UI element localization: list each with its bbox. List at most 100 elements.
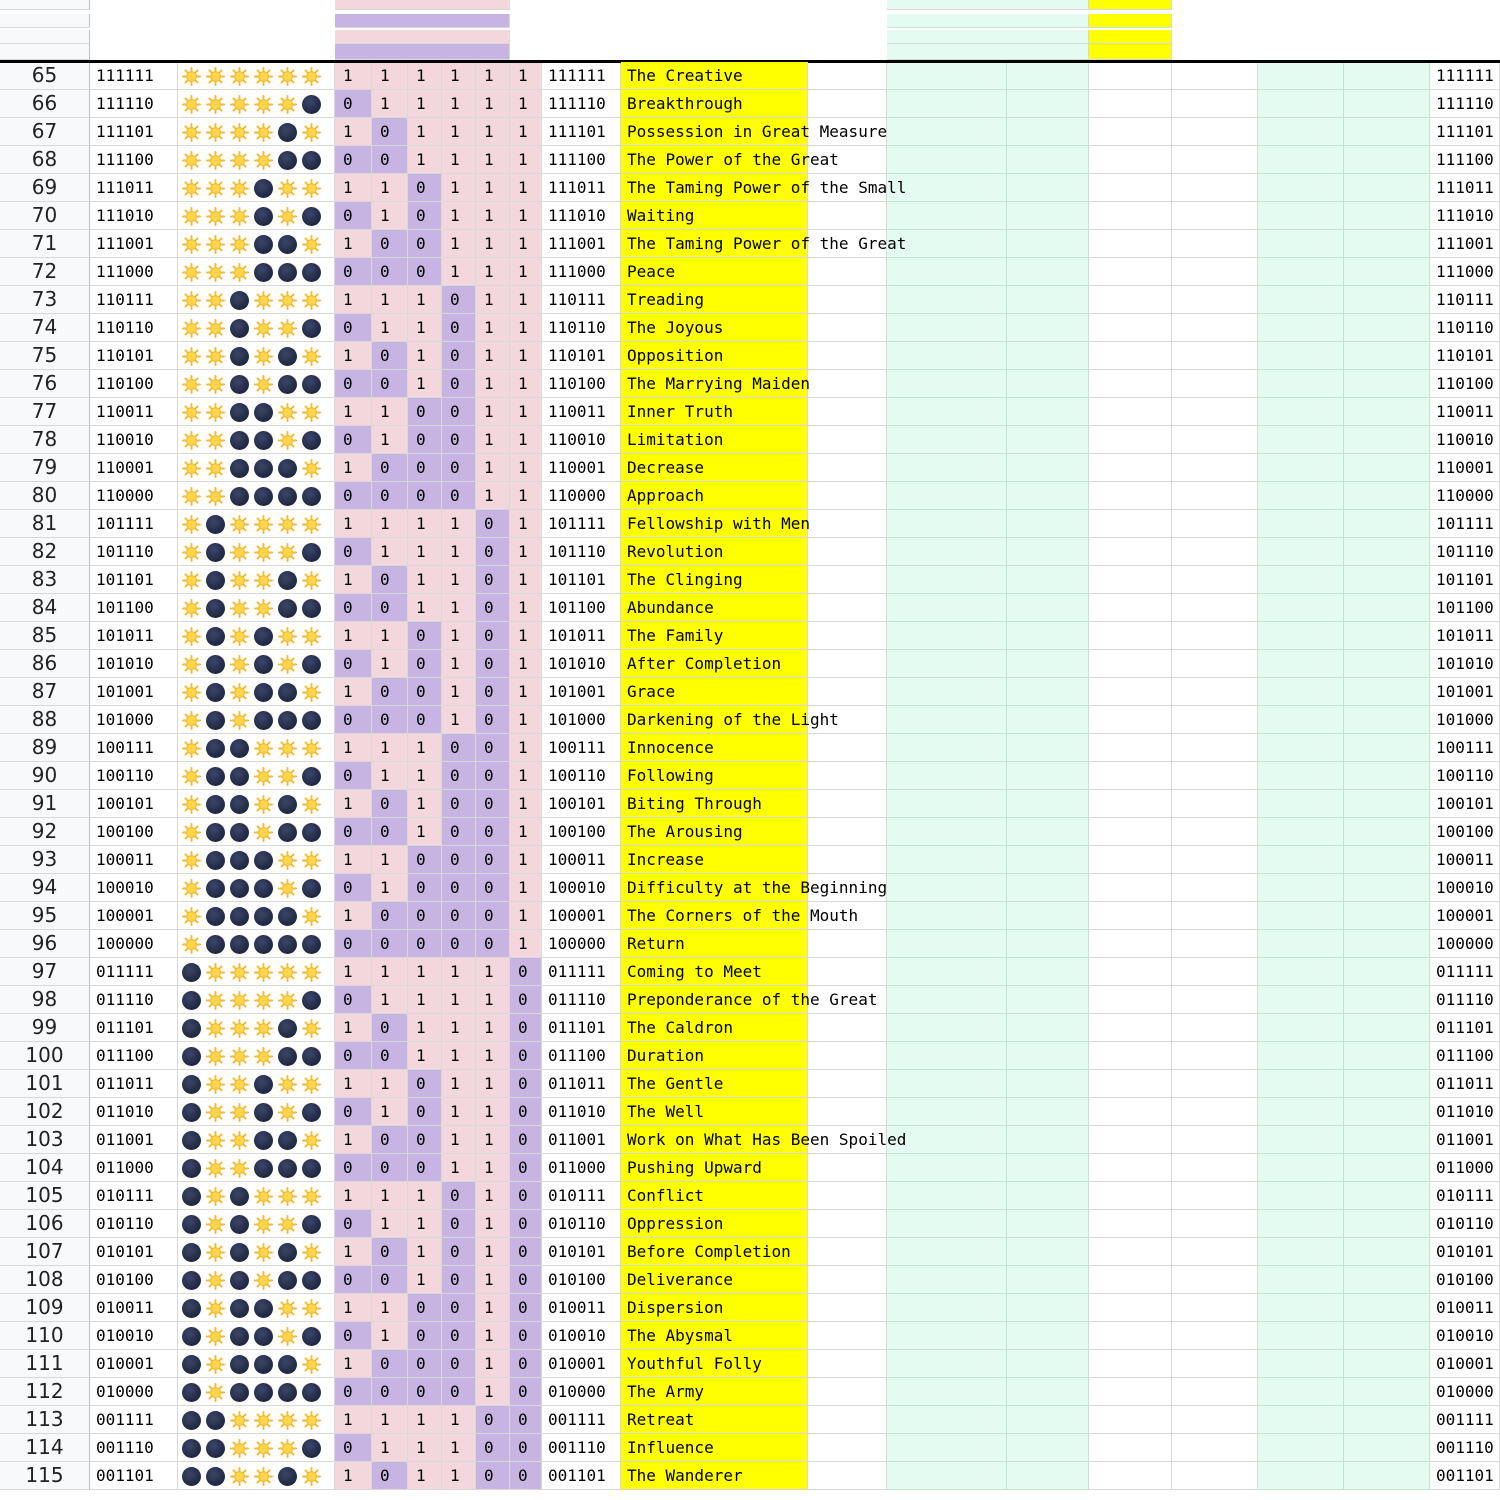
bit-cell[interactable]: 1 — [335, 790, 372, 818]
empty-cell[interactable] — [1089, 874, 1172, 902]
emoji-lines-cell[interactable] — [178, 846, 335, 874]
empty-cell[interactable] — [1089, 1154, 1172, 1182]
empty-cell[interactable] — [1089, 342, 1172, 370]
binary-code-cell[interactable]: 100111 — [90, 734, 178, 762]
mint-cell[interactable] — [887, 202, 1007, 230]
binary-code-cell[interactable]: 010101 — [542, 1238, 621, 1266]
row-header[interactable]: 106 — [0, 1210, 90, 1238]
bit-cell[interactable]: 1 — [510, 622, 542, 650]
bit-cell[interactable]: 0 — [510, 1042, 542, 1070]
mint-cell[interactable] — [1344, 762, 1430, 790]
mint-cell[interactable] — [1007, 286, 1089, 314]
empty-cell[interactable] — [1172, 1266, 1258, 1294]
emoji-lines-cell[interactable] — [178, 286, 335, 314]
bit-cell[interactable]: 1 — [335, 454, 372, 482]
empty-cell[interactable] — [1172, 1350, 1258, 1378]
bit-cell[interactable]: 1 — [510, 454, 542, 482]
emoji-lines-cell[interactable] — [178, 118, 335, 146]
binary-code-cell[interactable]: 110101 — [90, 342, 178, 370]
binary-code-cell[interactable]: 011000 — [542, 1154, 621, 1182]
bit-cell[interactable]: 1 — [476, 370, 510, 398]
binary-code-cell[interactable]: 100010 — [90, 874, 178, 902]
empty-cell[interactable] — [1172, 1182, 1258, 1210]
hexagram-name-cell[interactable]: The Abysmal — [621, 1322, 808, 1350]
binary-code-cell[interactable]: 010000 — [1430, 1378, 1500, 1406]
binary-code-cell[interactable]: 100011 — [542, 846, 621, 874]
bit-cell[interactable]: 0 — [442, 1294, 476, 1322]
bit-cell[interactable]: 0 — [442, 342, 476, 370]
bit-cell[interactable]: 1 — [335, 1350, 372, 1378]
bit-cell[interactable]: 1 — [510, 146, 542, 174]
binary-code-cell[interactable]: 011101 — [542, 1014, 621, 1042]
binary-code-cell[interactable]: 110011 — [90, 398, 178, 426]
hexagram-name-cell[interactable]: The Marrying Maiden — [621, 370, 810, 398]
empty-cell[interactable] — [808, 1098, 887, 1126]
mint-cell[interactable] — [1258, 594, 1344, 622]
bit-cell[interactable]: 1 — [442, 1462, 476, 1490]
bit-cell[interactable]: 0 — [476, 650, 510, 678]
mint-cell[interactable] — [887, 426, 1007, 454]
bit-cell[interactable]: 0 — [408, 1070, 442, 1098]
bit-cell[interactable]: 1 — [335, 1182, 372, 1210]
bit-cell[interactable]: 1 — [372, 734, 408, 762]
empty-cell[interactable] — [808, 482, 887, 510]
empty-cell[interactable] — [1089, 1070, 1172, 1098]
mint-cell[interactable] — [887, 1070, 1007, 1098]
empty-cell[interactable] — [808, 846, 887, 874]
emoji-lines-cell[interactable] — [178, 1294, 335, 1322]
bit-cell[interactable]: 1 — [476, 1238, 510, 1266]
binary-code-cell[interactable]: 111001 — [90, 230, 178, 258]
emoji-lines-cell[interactable] — [178, 706, 335, 734]
bit-cell[interactable]: 0 — [442, 734, 476, 762]
binary-code-cell[interactable]: 110010 — [542, 426, 621, 454]
hexagram-name-cell[interactable]: Waiting — [621, 202, 808, 230]
mint-cell[interactable] — [1344, 846, 1430, 874]
empty-cell[interactable] — [1172, 538, 1258, 566]
mint-cell[interactable] — [1258, 90, 1344, 118]
bit-cell[interactable]: 0 — [510, 1210, 542, 1238]
bit-cell[interactable]: 0 — [372, 118, 408, 146]
empty-cell[interactable] — [1089, 1378, 1172, 1406]
mint-cell[interactable] — [1258, 1238, 1344, 1266]
bit-cell[interactable]: 0 — [476, 846, 510, 874]
empty-cell[interactable] — [808, 370, 887, 398]
row-header[interactable]: 113 — [0, 1406, 90, 1434]
row-header[interactable]: 94 — [0, 874, 90, 902]
binary-code-cell[interactable]: 100000 — [1430, 930, 1500, 958]
mint-cell[interactable] — [1258, 118, 1344, 146]
mint-cell[interactable] — [1344, 1182, 1430, 1210]
bit-cell[interactable]: 0 — [476, 874, 510, 902]
hexagram-name-cell[interactable]: Approach — [621, 482, 808, 510]
hexagram-name-cell[interactable]: Return — [621, 930, 808, 958]
empty-cell[interactable] — [1089, 1126, 1172, 1154]
binary-code-cell[interactable]: 110110 — [542, 314, 621, 342]
mint-cell[interactable] — [1344, 1126, 1430, 1154]
binary-code-cell[interactable]: 110100 — [90, 370, 178, 398]
bit-cell[interactable]: 1 — [335, 734, 372, 762]
binary-code-cell[interactable]: 011111 — [90, 958, 178, 986]
emoji-lines-cell[interactable] — [178, 230, 335, 258]
mint-cell[interactable] — [1258, 790, 1344, 818]
binary-code-cell[interactable]: 100011 — [90, 846, 178, 874]
bit-cell[interactable]: 0 — [408, 874, 442, 902]
empty-cell[interactable] — [1172, 846, 1258, 874]
bit-cell[interactable]: 1 — [372, 986, 408, 1014]
mint-cell[interactable] — [887, 454, 1007, 482]
empty-cell[interactable] — [1172, 230, 1258, 258]
hexagram-name-cell[interactable]: The Taming Power of the Small — [621, 174, 906, 202]
hexagram-name-cell[interactable]: Revolution — [621, 538, 808, 566]
binary-code-cell[interactable]: 110111 — [90, 286, 178, 314]
row-header-partial[interactable] — [0, 14, 90, 28]
binary-code-cell[interactable]: 010100 — [90, 1266, 178, 1294]
binary-code-cell[interactable]: 110000 — [542, 482, 621, 510]
emoji-lines-cell[interactable] — [178, 1210, 335, 1238]
mint-cell[interactable] — [1258, 1350, 1344, 1378]
empty-cell[interactable] — [1172, 734, 1258, 762]
bit-cell[interactable]: 0 — [335, 90, 372, 118]
emoji-lines-cell[interactable] — [178, 538, 335, 566]
mint-cell[interactable] — [1258, 1406, 1344, 1434]
row-header[interactable]: 100 — [0, 1042, 90, 1070]
bit-cell[interactable]: 1 — [408, 762, 442, 790]
bit-cell[interactable]: 1 — [510, 230, 542, 258]
mint-cell[interactable] — [1258, 1378, 1344, 1406]
